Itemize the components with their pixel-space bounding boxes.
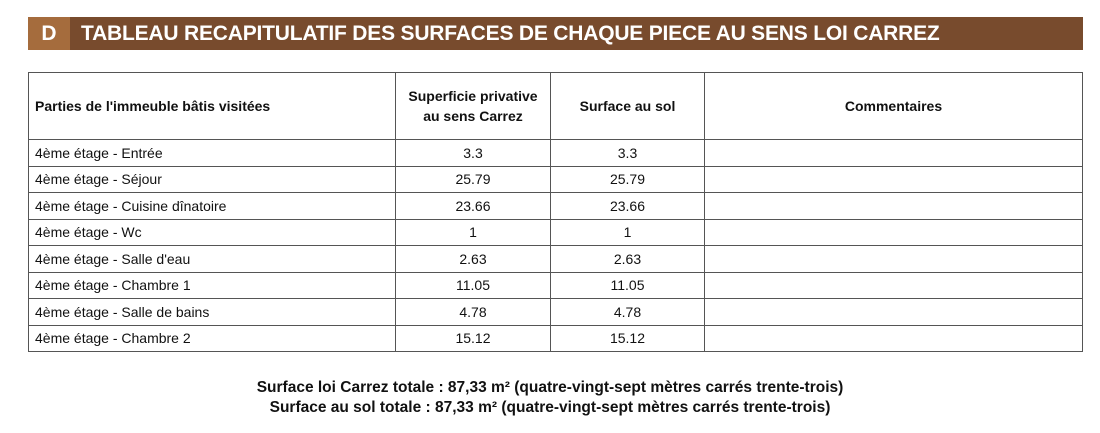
cell-commentaire: [704, 271, 1083, 299]
cell-sol: 4.78: [550, 298, 705, 326]
cell-commentaire: [704, 245, 1083, 273]
section-title: TABLEAU RECAPITULATIF DES SURFACES DE CH…: [81, 21, 940, 45]
cell-carrez: 1: [395, 218, 551, 246]
total-carrez: Surface loi Carrez totale : 87,33 m² (qu…: [256, 379, 844, 396]
cell-carrez: 23.66: [395, 192, 551, 220]
table-row: 4ème étage - Cuisine dînatoire 23.66 23.66: [28, 192, 1083, 220]
cell-carrez: 2.63: [395, 245, 551, 273]
cell-sol: 2.63: [550, 245, 705, 273]
cell-partie: 4ème étage - Entrée: [28, 139, 396, 167]
table-row: 4ème étage - Séjour 25.79 25.79: [28, 165, 1083, 193]
cell-carrez: 11.05: [395, 271, 551, 299]
table-row: 4ème étage - Chambre 1 11.05 11.05: [28, 271, 1083, 299]
table-header-row: Parties de l'immeuble bâtis visitées Sup…: [28, 72, 1083, 140]
cell-partie: 4ème étage - Salle d'eau: [28, 245, 396, 273]
cell-commentaire: [704, 165, 1083, 193]
cell-sol: 25.79: [550, 165, 705, 193]
total-sol: Surface au sol totale : 87,33 m² (quatre…: [269, 399, 831, 416]
cell-partie: 4ème étage - Séjour: [28, 165, 396, 193]
header-commentaires: Commentaires: [704, 72, 1083, 140]
cell-partie: 4ème étage - Cuisine dînatoire: [28, 192, 396, 220]
cell-commentaire: [704, 218, 1083, 246]
cell-partie: 4ème étage - Wc: [28, 218, 396, 246]
cell-commentaire: [704, 139, 1083, 167]
cell-partie: 4ème étage - Salle de bains: [28, 298, 396, 326]
table-row: 4ème étage - Salle d'eau 2.63 2.63: [28, 245, 1083, 273]
header-sol: Surface au sol: [550, 72, 705, 140]
cell-commentaire: [704, 192, 1083, 220]
cell-sol: 15.12: [550, 324, 705, 352]
cell-carrez: 3.3: [395, 139, 551, 167]
cell-carrez: 25.79: [395, 165, 551, 193]
cell-carrez: 15.12: [395, 324, 551, 352]
header-parties: Parties de l'immeuble bâtis visitées: [28, 72, 396, 140]
cell-sol: 23.66: [550, 192, 705, 220]
cell-commentaire: [704, 298, 1083, 326]
table-row: 4ème étage - Entrée 3.3 3.3: [28, 139, 1083, 167]
cell-partie: 4ème étage - Chambre 2: [28, 324, 396, 352]
section-letter: D: [28, 17, 70, 50]
section-banner: D TABLEAU RECAPITULATIF DES SURFACES DE …: [28, 17, 1083, 50]
cell-carrez: 4.78: [395, 298, 551, 326]
cell-sol: 1: [550, 218, 705, 246]
table-row: 4ème étage - Chambre 2 15.12 15.12: [28, 324, 1083, 352]
table-row: 4ème étage - Wc 1 1: [28, 218, 1083, 246]
cell-sol: 3.3: [550, 139, 705, 167]
surfaces-table: Parties de l'immeuble bâtis visitées Sup…: [28, 72, 1083, 352]
cell-partie: 4ème étage - Chambre 1: [28, 271, 396, 299]
header-carrez: Superficie privative au sens Carrez: [395, 72, 551, 140]
totals: Surface loi Carrez totale : 87,33 m² (qu…: [0, 378, 1100, 418]
cell-sol: 11.05: [550, 271, 705, 299]
table-row: 4ème étage - Salle de bains 4.78 4.78: [28, 298, 1083, 326]
cell-commentaire: [704, 324, 1083, 352]
